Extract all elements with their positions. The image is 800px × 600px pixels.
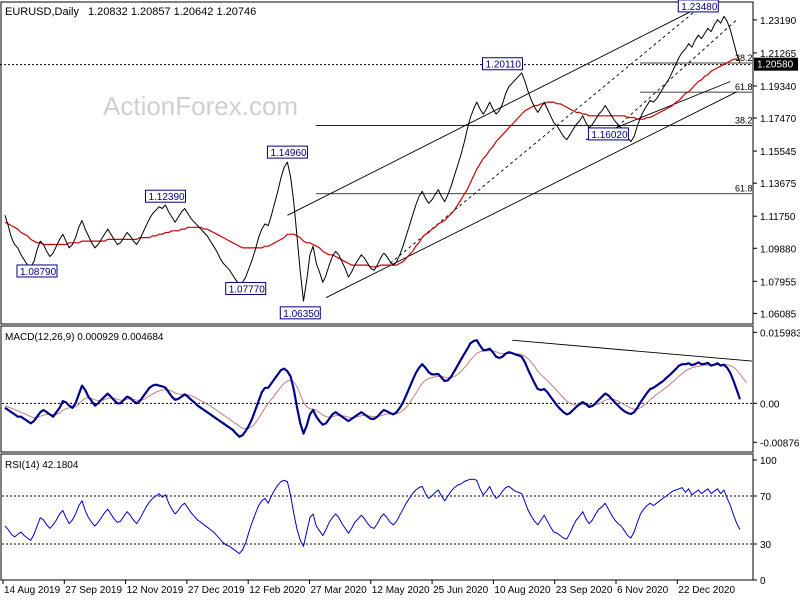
price-callout-box: [225, 281, 267, 295]
fib-level-label: 38.2: [735, 53, 753, 63]
x-axis: 14 Aug 2019 27 Sep 2019 12 Nov 2019 27 Dec …: [2, 580, 735, 596]
price-callout-box: [16, 264, 58, 278]
price-callout-box: [677, 0, 719, 13]
watermark: ActionForex.com: [103, 91, 298, 121]
macd-y-tick-label: -0.008762: [760, 438, 800, 449]
macd-plot: 0.015983 0.00 -0.008762: [2, 328, 800, 449]
rsi-y-tick-label: 100: [760, 456, 777, 467]
price-y-tick-label: 1.23190: [760, 16, 797, 27]
price-y-tick-label: 1.11750: [760, 212, 796, 223]
price-callout-label: 1.12390: [148, 192, 185, 203]
rsi-title: RSI(14) 42.1804: [5, 460, 79, 471]
x-tick-label: 23 Sep 2020: [556, 585, 613, 596]
price-y-tick-label: 1.15545: [760, 147, 797, 158]
macd-y-tick-label: 0.00: [760, 399, 780, 410]
fib-level-label: 61.8: [735, 184, 753, 194]
rsi-y-tick-label: 70: [760, 492, 772, 503]
price-y-tick-label: 1.21265: [760, 49, 797, 60]
price-callout-box: [279, 306, 321, 320]
moving-average-line: [4, 58, 741, 268]
x-tick-label: 12 Feb 2020: [249, 585, 306, 596]
trend-channel-line: [287, 9, 696, 216]
price-y-tick-label: 1.06085: [760, 309, 797, 320]
price-callout-label: 1.08790: [20, 267, 57, 278]
price-y-tick-label: 1.17470: [760, 114, 797, 125]
price-callout-label: 1.06350: [283, 309, 320, 320]
price-y-tick-label: 1.07955: [760, 277, 797, 288]
price-panel-frame: [0, 1, 754, 325]
macd-panel-frame: [0, 325, 754, 453]
rsi-panel-frame: [0, 453, 754, 581]
x-tick-label: 12 Nov 2019: [127, 585, 184, 596]
x-tick-label: 14 Aug 2019: [4, 585, 61, 596]
x-tick-label: 27 Sep 2019: [65, 585, 122, 596]
price-header: EURUSD,Daily 1.20832 1.20857 1.20642 1.2…: [5, 6, 256, 18]
price-y-tick-label: 1.13675: [760, 179, 797, 190]
price-y-tick-label: 1.09880: [760, 244, 797, 255]
symbol-label: EURUSD,Daily: [5, 6, 79, 18]
macd-divergence-line: [512, 339, 753, 362]
rsi-y-tick-label: 0: [760, 576, 766, 587]
current-price-label: 1.20580: [757, 60, 794, 71]
fib-level-label: 38.2: [735, 115, 753, 125]
price-plot: 1.23190 1.21265 1.19340 1.17470 1.15545 1.136…: [0, 0, 798, 320]
x-tick-label: 27 Dec 2019: [188, 585, 245, 596]
price-line: [4, 15, 741, 302]
fib-level-label: 61.8: [735, 82, 753, 92]
current-price-tag: [754, 57, 798, 71]
x-tick-label: 10 Aug 2020: [494, 585, 551, 596]
rsi-y-tick-label: 30: [760, 540, 772, 551]
price-callout-box: [144, 189, 186, 203]
trend-channel-line: [608, 19, 738, 136]
macd-line: [4, 339, 742, 438]
macd-y-tick-label: 0.015983: [760, 328, 800, 339]
price-callout-label: 1.20110: [485, 60, 521, 71]
macd-title: MACD(12,26,9) 0.000929 0.004684: [5, 332, 164, 343]
x-tick-label: 6 Nov 2020: [617, 585, 669, 596]
x-tick-label: 25 Jun 2020: [433, 585, 488, 596]
price-callout-label: 1.23480: [681, 2, 718, 13]
price-callout-label: 1.07770: [229, 284, 266, 295]
ohlc-readout: 1.20832 1.20857 1.20642 1.20746: [88, 6, 256, 18]
rsi-plot: 100 70 30 0: [2, 456, 777, 587]
x-tick-label: 27 Mar 2020: [311, 585, 368, 596]
price-callout-label: 1.16020: [591, 130, 628, 141]
price-callout-box: [481, 57, 523, 71]
price-callout-box: [587, 127, 629, 141]
x-tick-label: 12 May 2020: [372, 585, 430, 596]
price-callout-box: [266, 145, 308, 159]
price-callout-label: 1.14960: [270, 148, 307, 159]
rsi-line: [4, 478, 741, 555]
price-y-tick-label: 1.19340: [760, 82, 797, 93]
x-tick-label: 22 Dec 2020: [678, 585, 735, 596]
